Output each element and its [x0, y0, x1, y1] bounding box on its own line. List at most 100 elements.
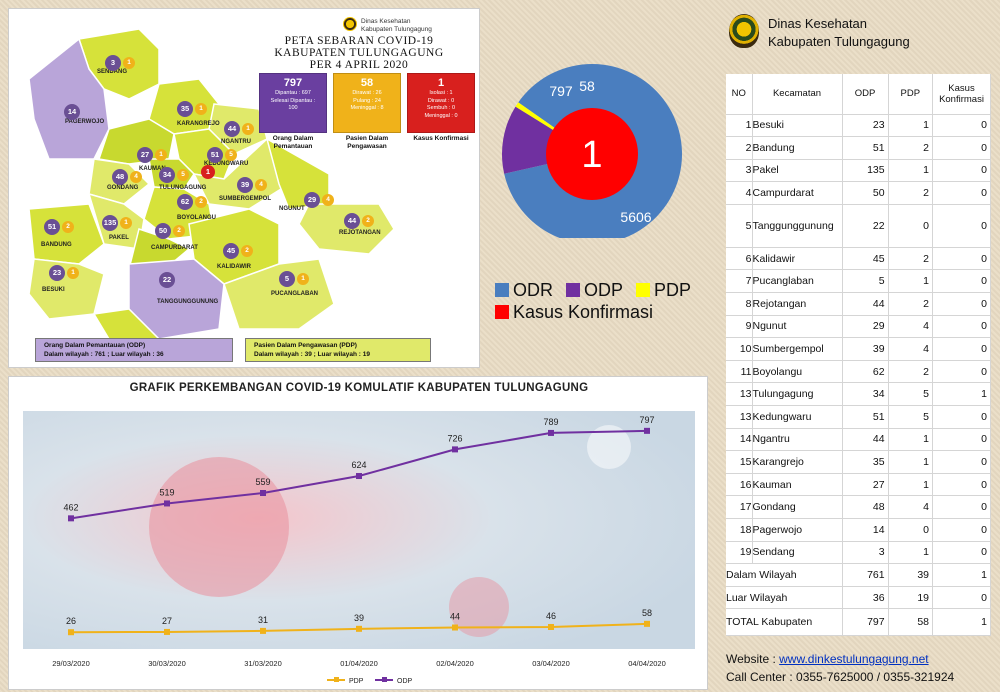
district-label-sendang: SENDANG [97, 69, 128, 75]
cell-pdp: 1 [888, 114, 934, 138]
table-row: 19 Sendang 3 1 0 [726, 541, 991, 565]
cell-pdp: 19 [888, 586, 934, 610]
cell-odp: 62 [842, 360, 889, 384]
cell-kecamatan: Gondang [752, 495, 843, 519]
district-label-kauman: KAUMAN [139, 166, 166, 172]
point-odp [68, 515, 74, 522]
pdp-bubble-ngantru: 1 [242, 123, 254, 135]
cell-kecamatan: Rejotangan [752, 292, 843, 316]
header-kecamatan: Kecamatan [752, 74, 843, 115]
cell-kecamatan: Pakel [752, 159, 843, 183]
chart-title: GRAFIK PERKEMBANGAN COVID-19 KOMULATIF K… [129, 382, 589, 394]
legend-item-kasus-konfirmasi: Kasus Konfirmasi [495, 302, 653, 323]
confirmed-summary-box: 1 Isolasi : 1 Dirawat : 0 Sembuh : 0 Men… [407, 73, 475, 133]
cell-odp: 29 [842, 315, 889, 339]
cell-no: 19 [726, 541, 753, 565]
data-label-odp: 519 [159, 487, 174, 497]
pdp-box-label: Pasien Dalam Pengawasan [345, 135, 389, 150]
cell-konfirmasi: 1 [932, 608, 991, 637]
odp-bubble-kauman: 27 [137, 147, 153, 163]
district-label-pucanglaban: PUCANGLABAN [271, 291, 318, 297]
odp-bubble-sumbergempol: 39 [237, 177, 253, 193]
cell-no: 3 [726, 159, 753, 183]
cell-odp: 27 [842, 473, 889, 497]
cell-konfirmasi: 0 [932, 337, 991, 361]
odp-legend-box: Orang Dalam Pemantauan (ODP) Dalam wilay… [35, 338, 233, 362]
cell-konfirmasi: 0 [932, 114, 991, 138]
regency-logo [729, 14, 759, 48]
odp-bubble-pagerwojo: 14 [64, 104, 80, 120]
table-row: 6 Kalidawir 45 2 0 [726, 247, 991, 271]
legend-label-odp: ODP [397, 678, 413, 685]
point-pdp [452, 624, 458, 631]
cell-kecamatan: Pucanglaban [752, 269, 843, 294]
district-label-ngunut: NGUNUT [279, 206, 305, 212]
data-label-pdp: 31 [258, 615, 268, 625]
cell-konfirmasi: 0 [932, 204, 991, 248]
odp-bubble-bandung: 51 [44, 219, 60, 235]
table-row: 18 Pagerwojo 14 0 0 [726, 518, 991, 542]
legend-item-pdp: PDP [636, 280, 691, 301]
pdp-bubble-kalidawir: 2 [241, 245, 253, 257]
cell-konfirmasi: 0 [932, 518, 991, 542]
odp-bubble-sendang: 3 [105, 55, 121, 71]
district-label-tanggunggunung: TANGGUNGGUNUNG [157, 299, 219, 305]
cell-konfirmasi: 0 [932, 315, 991, 339]
district-label-rejotangan: REJOTANGAN [339, 230, 381, 236]
cell-pdp: 1 [888, 450, 934, 474]
cell-konfirmasi: 1 [932, 563, 991, 587]
region-bandung [28, 203, 105, 265]
point-pdp [644, 620, 650, 627]
cell-no: 14 [726, 428, 753, 452]
pdp-bubble-pucanglaban: 1 [297, 273, 309, 285]
pdp-bubble-kauman: 1 [155, 149, 167, 161]
cell-konfirmasi: 0 [932, 247, 991, 271]
cell-konfirmasi: 0 [932, 405, 991, 429]
cell-pdp: 0 [888, 518, 934, 542]
x-tick-label: 30/03/2020 [148, 659, 186, 668]
cell-konfirmasi: 0 [932, 428, 991, 452]
donut-label-odp: 797 [549, 83, 573, 99]
cell-no: 18 [726, 518, 753, 542]
district-label-kalidawir: KALIDAWIR [217, 264, 251, 270]
odp-bubble-kedungwaru: 51 [207, 147, 223, 163]
cell-summary-label: Dalam Wilayah [726, 563, 843, 587]
virus-decoration-small [449, 577, 509, 637]
summary-row: Dalam Wilayah 761 39 1 [726, 563, 991, 587]
cell-no: 13 [726, 382, 753, 407]
cell-pdp: 2 [888, 247, 934, 271]
cell-konfirmasi: 0 [932, 495, 991, 519]
cell-pdp: 2 [888, 136, 934, 160]
cell-pdp: 2 [888, 292, 934, 316]
cell-pdp: 2 [888, 181, 934, 205]
district-label-karangrejo: KARANGREJO [177, 121, 220, 127]
data-label-pdp: 27 [162, 616, 172, 626]
cell-pdp: 1 [888, 541, 934, 565]
cell-kecamatan: Tanggunggunung [752, 204, 843, 248]
donut-center-konfirmasi [546, 108, 638, 200]
x-tick-label: 03/04/2020 [532, 659, 570, 668]
x-tick-label: 02/04/2020 [436, 659, 474, 668]
cell-kecamatan: Ngantru [752, 428, 843, 452]
point-pdp [68, 629, 74, 636]
donut-label-konfirmasi: 1 [581, 134, 602, 176]
point-odp [644, 427, 650, 434]
region-besuki [28, 258, 105, 320]
pdp-bubble-campurdarat: 2 [173, 225, 185, 237]
point-odp [452, 446, 458, 453]
odp-bubble-pucanglaban: 5 [279, 271, 295, 287]
data-label-odp: 462 [63, 502, 78, 512]
table-row: 14 Ngantru 44 1 0 [726, 428, 991, 452]
x-tick-label: 29/03/2020 [52, 659, 90, 668]
district-label-tulungagung: TULUNGAGUNG [159, 185, 207, 191]
cell-odp: 797 [842, 608, 889, 637]
cell-kecamatan: Pagerwojo [752, 518, 843, 542]
table-row: 4 Campurdarat 50 2 0 [726, 181, 991, 205]
cell-konfirmasi: 0 [932, 136, 991, 160]
pdp-bubble-kedungwaru: 5 [225, 149, 237, 161]
donut-chart: 5606 797 58 1 [502, 64, 682, 238]
cell-pdp: 1 [888, 428, 934, 452]
virus-decoration [149, 457, 289, 597]
x-tick-label: 01/04/2020 [340, 659, 378, 668]
website-link[interactable]: www.dinkestulungagung.net [779, 652, 929, 666]
